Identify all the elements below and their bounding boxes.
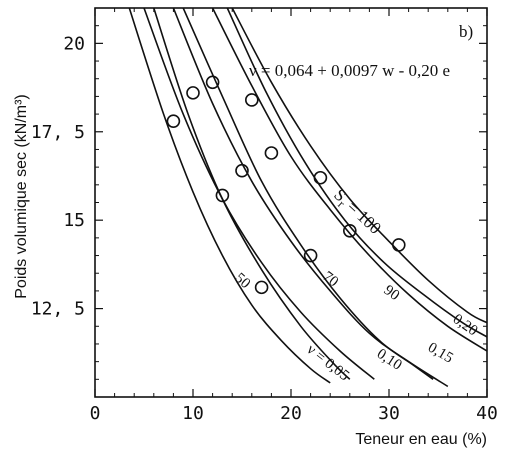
measured-point	[215, 188, 230, 203]
x-tick-label: 20	[280, 403, 302, 424]
nu-010-label: 0,10	[374, 346, 405, 374]
y-tick-label: 17, 5	[31, 122, 85, 143]
axes: 0 10 20 30 40 12, 5 15 17, 5 20 Teneur en eau (%)…	[13, 7, 498, 448]
saturation-70-label: 70	[320, 269, 342, 291]
y-tick-label: 15	[63, 210, 85, 231]
measured-point	[205, 75, 220, 90]
saturation-100-label: Sr = 100	[328, 185, 385, 240]
equation-annotation: ν = 0,064 + 0,0097 w - 0,20 e	[249, 61, 450, 80]
measured-point	[245, 93, 259, 107]
saturation-curve-0	[153, 8, 351, 380]
x-axis-title: Teneur en eau (%)	[355, 431, 487, 448]
x-tick-label: 10	[182, 403, 204, 424]
saturation-50-label: 50	[231, 270, 253, 292]
y-tick-label: 12, 5	[31, 299, 85, 320]
data-points	[166, 75, 406, 295]
nu-curve-2	[172, 8, 449, 388]
y-tick-label: 20	[63, 33, 85, 54]
x-tick-label: 0	[90, 403, 101, 424]
measured-point	[313, 170, 328, 185]
curves	[128, 8, 487, 388]
measured-point	[235, 163, 249, 178]
x-tick-label: 30	[378, 403, 400, 424]
measured-point	[303, 248, 318, 263]
measured-point	[254, 280, 269, 295]
measured-point	[391, 238, 406, 252]
labels: b) ν = 0,064 + 0,0097 w - 0,20 e Sr = 10…	[231, 22, 480, 384]
measured-point	[264, 146, 279, 160]
nu-005-label: ν = 0,05	[304, 342, 352, 385]
measured-point	[342, 223, 357, 238]
nu-curve-0	[128, 8, 331, 384]
saturation-curve-2	[211, 8, 487, 352]
saturation-curve-3	[231, 8, 487, 324]
nu-curve-1	[143, 8, 375, 380]
panel-label: b)	[459, 22, 473, 41]
measured-point	[186, 86, 200, 100]
nu-015-label: 0,15	[425, 340, 456, 367]
nu-curve-3	[226, 8, 487, 338]
nu-020-label: 0,20	[450, 311, 481, 339]
x-tick-label: 40	[476, 403, 498, 424]
measured-point	[166, 114, 181, 128]
y-axis-title: Poids volumique sec (kN/m³)	[13, 94, 30, 299]
